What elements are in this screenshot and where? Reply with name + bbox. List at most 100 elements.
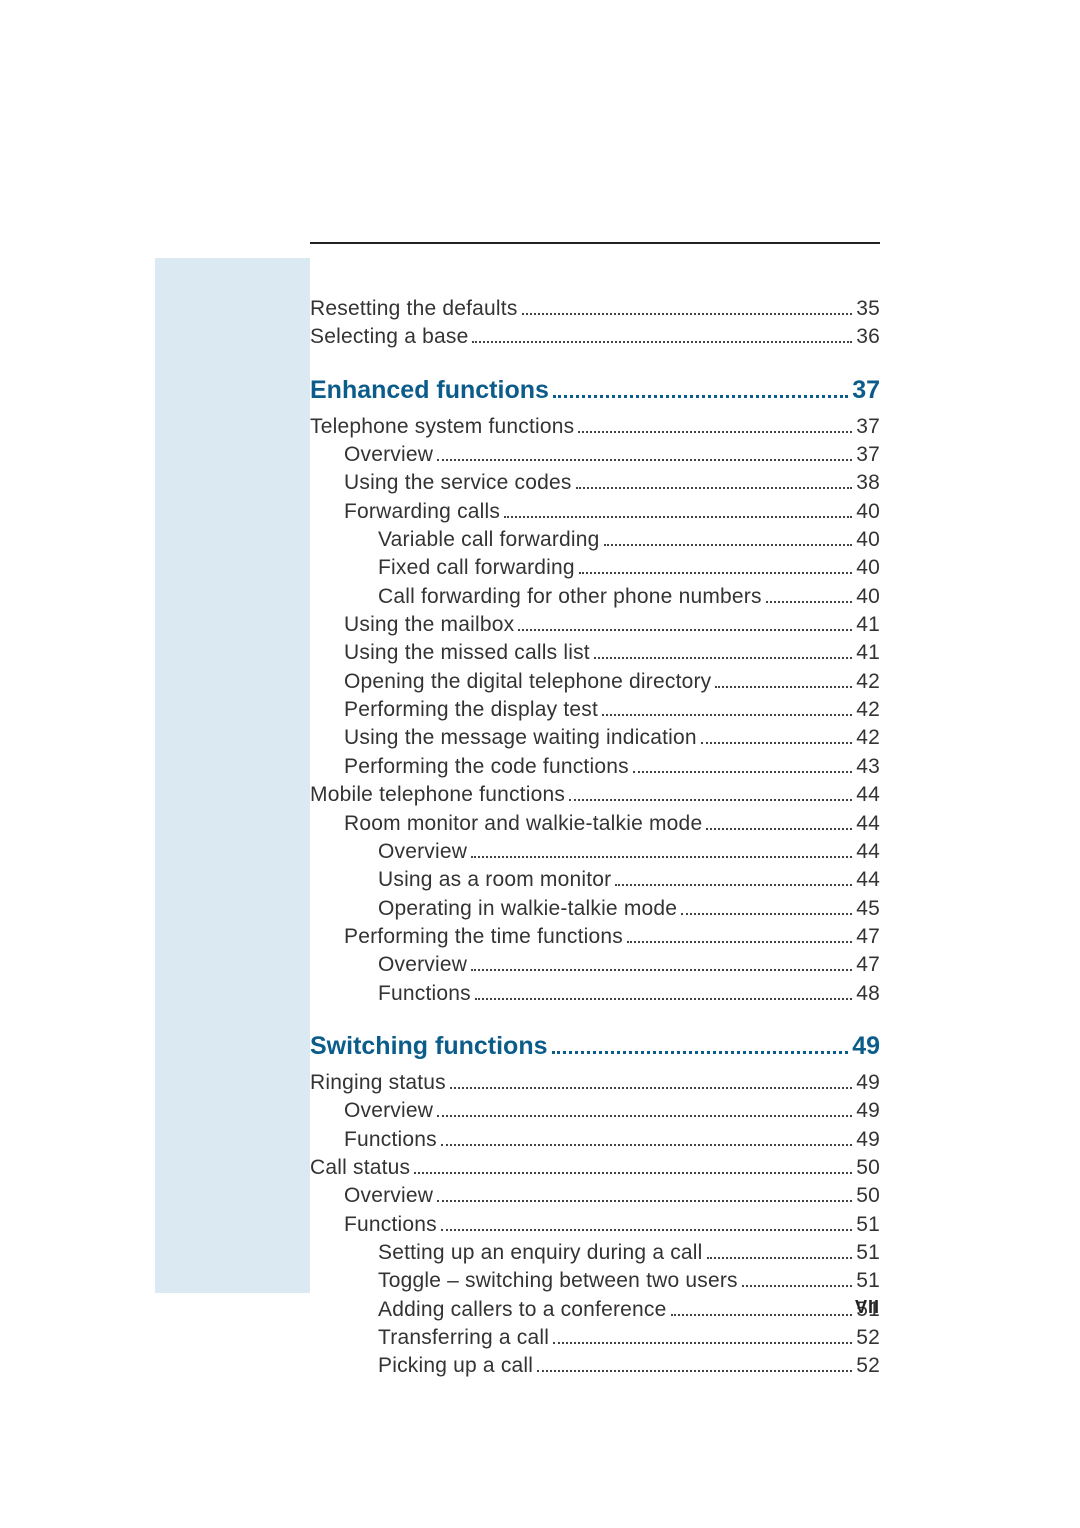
toc-entry-label: Forwarding calls — [344, 498, 500, 526]
toc-leader-dots — [604, 544, 853, 546]
horizontal-rule — [310, 242, 880, 244]
toc-leader-dots — [627, 941, 852, 943]
toc-leader-dots — [576, 487, 853, 489]
toc-entry: Performing the time functions47 — [310, 923, 880, 951]
toc-entry: Transferring a call 52 — [310, 1324, 880, 1352]
toc-entry-page: 44 — [856, 866, 880, 894]
toc-leader-dots — [414, 1172, 852, 1174]
toc-entry: Using the service codes38 — [310, 469, 880, 497]
toc-entry: Overview 50 — [310, 1182, 880, 1210]
toc-entry: Adding callers to a conference51 — [310, 1296, 880, 1324]
page: Resetting the defaults35Selecting a base… — [0, 0, 1080, 1528]
toc-entry-label: Overview — [378, 951, 467, 979]
toc-entry: Ringing status49 — [310, 1069, 880, 1097]
toc-entry-page: 47 — [856, 951, 880, 979]
toc-entry-label: Using as a room monitor — [378, 866, 611, 894]
toc-entry-label: Room monitor and walkie-talkie mode — [344, 810, 702, 838]
toc-entry-label: Picking up a call — [378, 1352, 533, 1380]
toc-entry-page: 51 — [856, 1239, 880, 1267]
toc-leader-dots — [766, 601, 853, 603]
toc-entry-label: Resetting the defaults — [310, 295, 518, 323]
toc-entry: Resetting the defaults35 — [310, 295, 880, 323]
toc-entry-label: Using the service codes — [344, 469, 572, 497]
toc-entry-page: 44 — [856, 810, 880, 838]
toc-entry-label: Transferring a call — [378, 1324, 549, 1352]
toc-leader-dots — [450, 1087, 852, 1089]
toc-section-page: 37 — [852, 376, 880, 405]
toc-entry-page: 41 — [856, 611, 880, 639]
toc-leader-dots — [441, 1229, 852, 1231]
toc-entry: Overview49 — [310, 1097, 880, 1125]
toc-section-heading: Enhanced functions 37 — [310, 376, 880, 405]
toc-entry: Picking up a call 52 — [310, 1352, 880, 1380]
toc-entry-page: 40 — [856, 526, 880, 554]
toc-leader-dots — [518, 629, 852, 631]
toc-leader-dots — [706, 828, 852, 830]
toc-entry-label: Using the message waiting indication — [344, 724, 697, 752]
toc-entry-label: Performing the display test — [344, 696, 598, 724]
toc-leader-dots — [681, 913, 852, 915]
toc-entry-label: Mobile telephone functions — [310, 781, 565, 809]
sidebar-band — [155, 258, 310, 1293]
toc-entry-label: Functions — [344, 1211, 437, 1239]
toc-leader-dots — [579, 572, 852, 574]
toc-entry: Call status50 — [310, 1154, 880, 1182]
toc-leader-dots — [578, 431, 852, 433]
toc-entry: Functions 51 — [310, 1211, 880, 1239]
toc-entry-page: 52 — [856, 1352, 880, 1380]
toc-entry-label: Fixed call forwarding — [378, 554, 575, 582]
toc-entry: Functions48 — [310, 980, 880, 1008]
toc-entry: Using the mailbox 41 — [310, 611, 880, 639]
toc-entry: Overview44 — [310, 838, 880, 866]
toc-leader-dots — [437, 1115, 852, 1117]
toc-entry: Using the missed calls list 41 — [310, 639, 880, 667]
toc-leader-dots — [441, 1144, 852, 1146]
toc-content: Resetting the defaults35Selecting a base… — [310, 295, 880, 1381]
page-number: VII — [855, 1297, 880, 1318]
toc-entry-page: 42 — [856, 668, 880, 696]
toc-leader-dots — [504, 516, 852, 518]
toc-entry: Variable call forwarding40 — [310, 526, 880, 554]
toc-entry: Forwarding calls 40 — [310, 498, 880, 526]
toc-entry-page: 42 — [856, 724, 880, 752]
toc-entry-page: 41 — [856, 639, 880, 667]
toc-leader-dots — [701, 742, 853, 744]
toc-leader-dots — [553, 395, 848, 398]
toc-section-title: Enhanced functions — [310, 376, 549, 405]
toc-entry-page: 40 — [856, 498, 880, 526]
toc-leader-dots — [602, 714, 852, 716]
toc-entry: Performing the code functions43 — [310, 753, 880, 781]
toc-entry-label: Overview — [344, 1097, 433, 1125]
toc-entry-page: 51 — [856, 1211, 880, 1239]
toc-entry-page: 52 — [856, 1324, 880, 1352]
toc-entry-page: 50 — [856, 1182, 880, 1210]
toc-leader-dots — [742, 1285, 853, 1287]
toc-leader-dots — [615, 884, 852, 886]
toc-entry-page: 42 — [856, 696, 880, 724]
toc-entry-page: 36 — [856, 323, 880, 351]
toc-entry-page: 43 — [856, 753, 880, 781]
toc-leader-dots — [569, 799, 852, 801]
toc-entry-page: 44 — [856, 781, 880, 809]
toc-leader-dots — [594, 657, 852, 659]
toc-entry-label: Using the mailbox — [344, 611, 514, 639]
toc-entry-page: 50 — [856, 1154, 880, 1182]
toc-entry: Opening the digital telephone directory4… — [310, 668, 880, 696]
toc-entry-page: 48 — [856, 980, 880, 1008]
toc-section-title: Switching functions — [310, 1032, 548, 1061]
toc-entry-page: 40 — [856, 583, 880, 611]
toc-leader-dots — [475, 998, 852, 1000]
toc-entry: Overview37 — [310, 441, 880, 469]
toc-entry-label: Operating in walkie-talkie mode — [378, 895, 677, 923]
toc-entry: Fixed call forwarding40 — [310, 554, 880, 582]
toc-entry-label: Overview — [378, 838, 467, 866]
toc-entry: Mobile telephone functions 44 — [310, 781, 880, 809]
toc-entry-label: Using the missed calls list — [344, 639, 590, 667]
toc-entry-page: 37 — [856, 441, 880, 469]
toc-entry: Toggle – switching between two users51 — [310, 1267, 880, 1295]
toc-entry-label: Overview — [344, 1182, 433, 1210]
toc-leader-dots — [522, 313, 853, 315]
toc-leader-dots — [471, 969, 852, 971]
toc-entry-page: 49 — [856, 1126, 880, 1154]
toc-entry: Room monitor and walkie-talkie mode 44 — [310, 810, 880, 838]
